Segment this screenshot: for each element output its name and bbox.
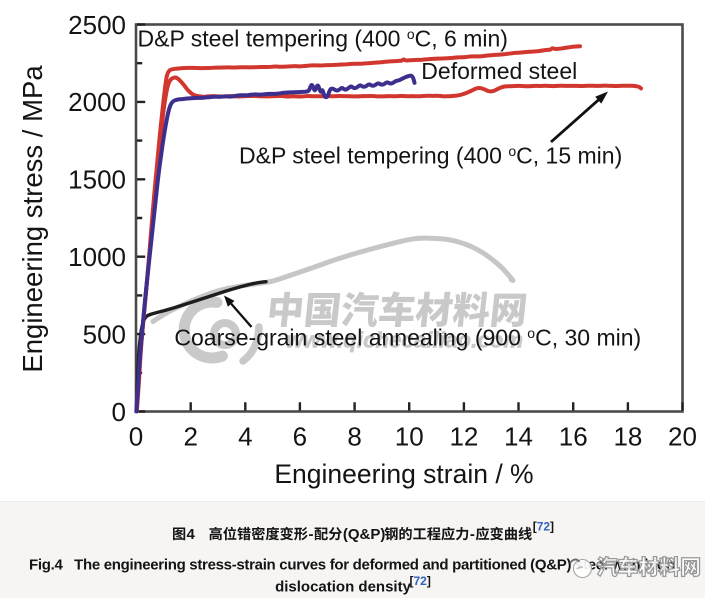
svg-text:4: 4 — [238, 422, 252, 452]
svg-text:8: 8 — [347, 422, 361, 452]
svg-text:18: 18 — [613, 422, 642, 452]
svg-text:10: 10 — [395, 422, 424, 452]
svg-text:0: 0 — [129, 422, 143, 452]
svg-text:2000: 2000 — [68, 87, 126, 117]
svg-text:1000: 1000 — [68, 242, 126, 272]
svg-text:Engineering stress / MPa: Engineering stress / MPa — [17, 65, 48, 373]
svg-text:dislocation density: dislocation density — [275, 579, 412, 596]
svg-text:D&P steel tempering (400 oC, 1: D&P steel tempering (400 oC, 15 min) — [239, 143, 622, 169]
svg-text:12: 12 — [449, 422, 478, 452]
svg-text:6: 6 — [293, 422, 307, 452]
svg-text:2500: 2500 — [68, 10, 126, 40]
svg-text:Coarse-grain steel annealing (: Coarse-grain steel annealing (900 oC, 30… — [174, 325, 641, 351]
svg-text:Deformed steel: Deformed steel — [421, 58, 577, 84]
svg-text:500: 500 — [83, 319, 126, 349]
svg-text:1500: 1500 — [68, 165, 126, 195]
svg-text:20: 20 — [668, 422, 697, 452]
svg-text:[72]: [72] — [410, 574, 431, 588]
svg-text:4: 4 — [187, 526, 196, 543]
svg-text:-: - — [470, 526, 475, 543]
svg-text:Engineering strain / %: Engineering strain / % — [274, 459, 533, 489]
svg-text:Fig.4 The engineering stress: Fig.4 The engineering stress-strain curv… — [29, 557, 675, 574]
svg-text:14: 14 — [504, 422, 533, 452]
svg-text:16: 16 — [559, 422, 588, 452]
svg-text:www.qichecailiao.com: www.qichecailiao.com — [286, 328, 523, 353]
svg-text:-: - — [309, 526, 314, 543]
svg-text:(Q&P): (Q&P) — [343, 526, 386, 543]
svg-text:0: 0 — [112, 397, 126, 427]
svg-text:[72]: [72] — [533, 520, 554, 534]
svg-text:D&P steel tempering (400 oC, 6: D&P steel tempering (400 oC, 6 min) — [138, 25, 508, 51]
svg-text:2: 2 — [183, 422, 197, 452]
